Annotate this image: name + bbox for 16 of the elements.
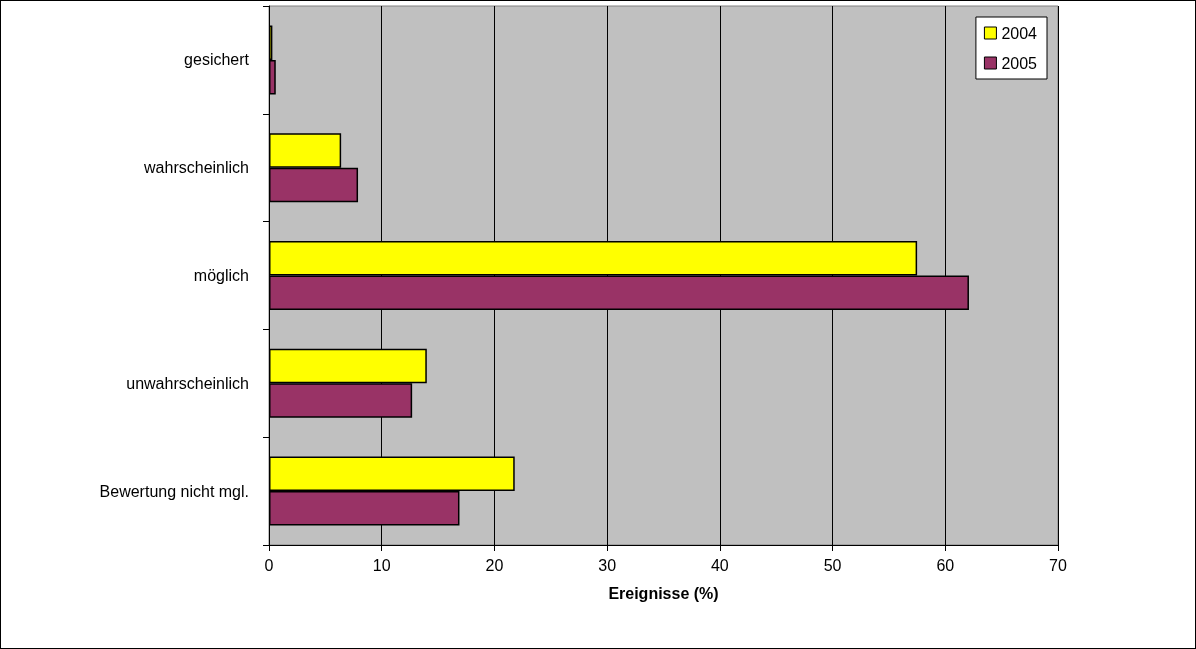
legend-label: 2004 <box>1001 24 1038 42</box>
x-tick-label: 20 <box>485 556 504 574</box>
y-tick-label: gesichert <box>184 51 250 69</box>
x-axis-title: Ereignisse (%) <box>608 584 719 602</box>
x-tick-label: 50 <box>823 556 842 574</box>
legend-label: 2005 <box>1001 54 1038 72</box>
x-tick-label: 10 <box>372 556 391 574</box>
x-tick-label: 40 <box>710 556 729 574</box>
y-tick-label: wahrscheinlich <box>143 159 249 177</box>
x-tick-label: 0 <box>264 556 274 574</box>
y-tick-label: Bewertung nicht mgl. <box>99 482 249 500</box>
y-tick-label: unwahrscheinlich <box>126 374 249 392</box>
x-tick-label: 70 <box>1049 556 1067 574</box>
y-tick-label: möglich <box>193 267 249 284</box>
x-tick-label: 30 <box>598 556 617 574</box>
x-tick-label: 60 <box>936 556 955 574</box>
